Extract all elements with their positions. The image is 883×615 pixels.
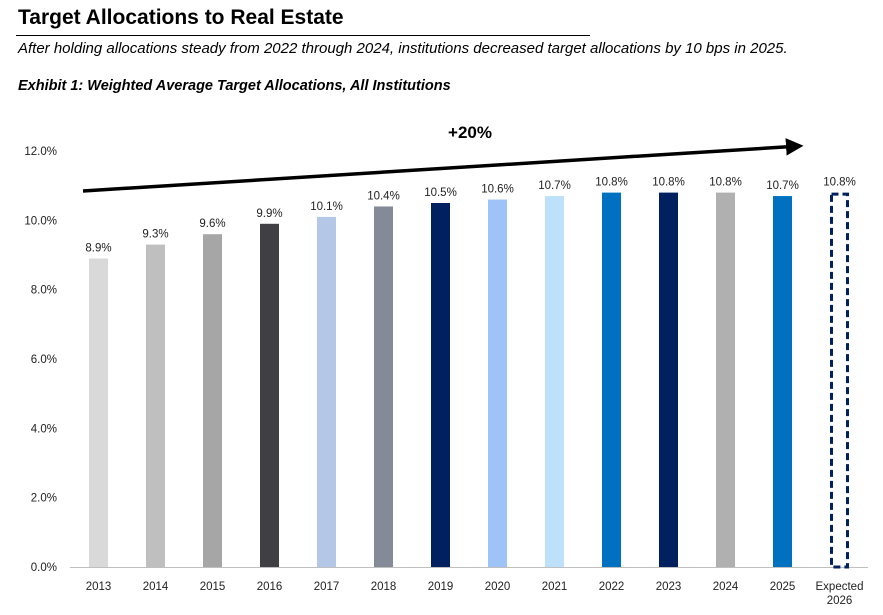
- x-tick-label: 2014: [143, 581, 169, 593]
- x-tick-label: Expected 2026: [816, 581, 864, 607]
- x-tick-label: 2018: [371, 581, 397, 593]
- x-tick-label: 2021: [542, 581, 568, 593]
- y-tick-label: 12.0%: [24, 146, 57, 158]
- y-tick-label: 0.0%: [31, 562, 57, 574]
- y-tick-label: 6.0%: [31, 354, 57, 366]
- x-tick-label: 2023: [656, 581, 682, 593]
- page-title: Target Allocations to Real Estate: [18, 6, 344, 29]
- bar: [260, 223, 279, 568]
- page-subtitle: After holding allocations steady from 20…: [18, 40, 788, 57]
- growth-annotation: +20%: [448, 123, 492, 142]
- bar: [716, 192, 735, 567]
- data-label: 10.8%: [595, 177, 628, 189]
- bar: [659, 192, 678, 567]
- bar: [203, 234, 222, 567]
- data-label: 10.7%: [766, 180, 799, 192]
- bar: [773, 196, 792, 568]
- x-tick-label: 2025: [770, 581, 796, 593]
- data-label: 9.6%: [199, 218, 225, 230]
- x-tick-label: 2015: [200, 581, 226, 593]
- data-label: 9.3%: [142, 229, 168, 241]
- data-label: 10.7%: [538, 180, 571, 192]
- data-label: 8.9%: [85, 242, 111, 254]
- title-divider: [16, 35, 590, 36]
- trend-arrow: [82, 138, 804, 193]
- bar: [602, 192, 621, 567]
- x-tick-label: 2020: [485, 581, 511, 593]
- bar: [488, 199, 507, 568]
- data-label: 10.8%: [823, 177, 856, 189]
- y-tick-label: 8.0%: [31, 285, 57, 297]
- y-tick-label: 10.0%: [24, 215, 57, 227]
- x-tick-label: 2019: [428, 581, 454, 593]
- bar: [317, 216, 336, 567]
- bar: [545, 196, 564, 568]
- bar: [374, 206, 393, 567]
- y-tick-label: 4.0%: [31, 423, 57, 435]
- data-label: 10.1%: [310, 201, 343, 213]
- bar: [431, 203, 450, 567]
- x-tick-label: 2024: [713, 581, 739, 593]
- bar: [146, 244, 165, 567]
- data-label: 10.4%: [367, 190, 400, 202]
- data-label: 10.8%: [709, 177, 742, 189]
- x-tick-label: 2017: [314, 581, 340, 593]
- x-tick-label: 2022: [599, 581, 625, 593]
- x-tick-label: 2016: [257, 581, 283, 593]
- bar: [89, 258, 108, 567]
- data-label: 9.9%: [256, 208, 282, 220]
- x-tick-label: 2013: [86, 581, 112, 593]
- exhibit-title: Exhibit 1: Weighted Average Target Alloc…: [18, 78, 451, 94]
- y-tick-label: 2.0%: [31, 493, 57, 505]
- data-label: 10.8%: [652, 177, 685, 189]
- data-label: 10.6%: [481, 184, 514, 196]
- bar-projected: [830, 192, 849, 569]
- data-label: 10.5%: [424, 187, 457, 199]
